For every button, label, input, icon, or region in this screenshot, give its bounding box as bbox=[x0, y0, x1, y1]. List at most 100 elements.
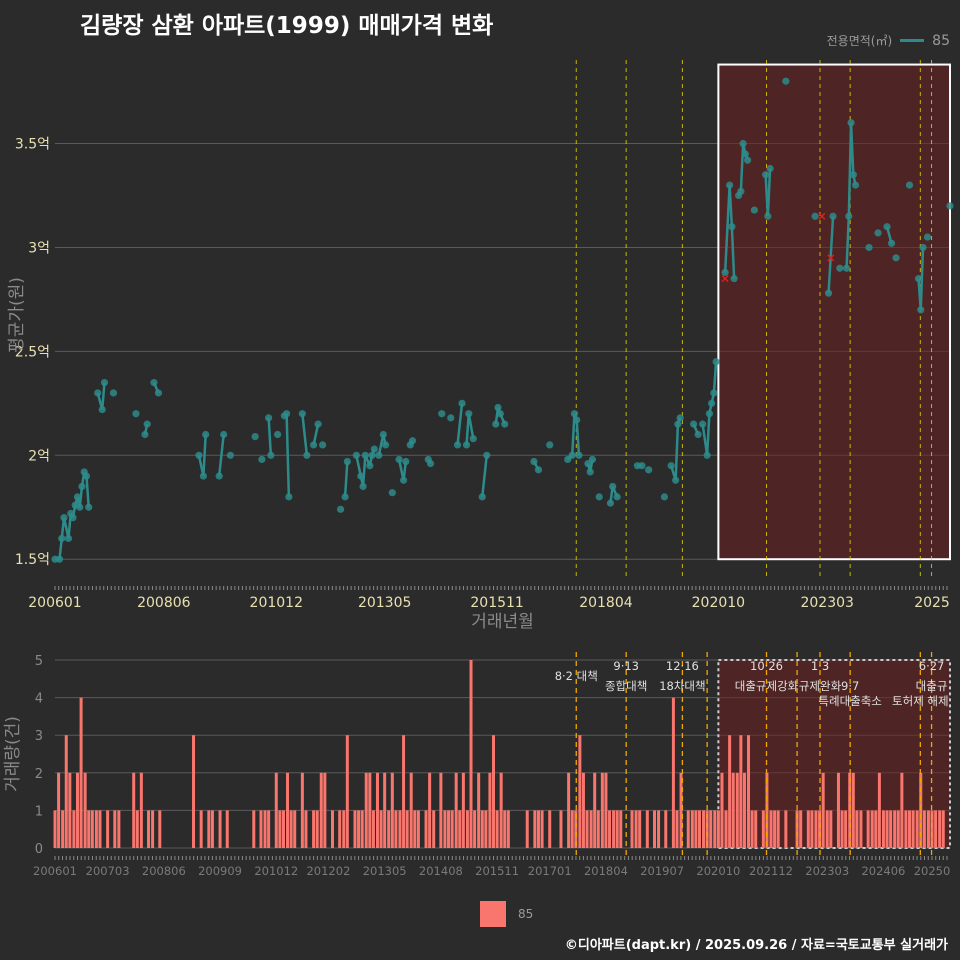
data-point bbox=[199, 472, 208, 480]
series-segment bbox=[343, 461, 349, 497]
volume-bar bbox=[877, 772, 881, 848]
volume-bar bbox=[158, 810, 162, 848]
data-point bbox=[588, 455, 597, 464]
data-point bbox=[530, 457, 538, 466]
policy-label: 종합대책 bbox=[605, 679, 647, 693]
data-point bbox=[892, 254, 900, 262]
data-point bbox=[705, 410, 713, 418]
volume-bar bbox=[473, 810, 477, 848]
volume-bar bbox=[192, 735, 196, 848]
volume-bar bbox=[840, 810, 844, 848]
volume-bar bbox=[825, 810, 829, 848]
volume-bar bbox=[761, 810, 765, 848]
x-tick-label: 202010 bbox=[692, 595, 745, 611]
data-point bbox=[258, 455, 266, 464]
volume-bar bbox=[795, 810, 799, 848]
volume-bar bbox=[293, 810, 297, 848]
data-point bbox=[638, 462, 646, 470]
volume-bar bbox=[53, 810, 57, 848]
volume-bar bbox=[61, 810, 65, 848]
data-point bbox=[483, 451, 491, 459]
volume-bar bbox=[806, 810, 810, 848]
volume-bar bbox=[540, 810, 544, 848]
canceled-mark bbox=[827, 254, 835, 262]
volume-bar bbox=[416, 810, 420, 848]
volume-bar bbox=[581, 772, 585, 848]
volume-bar bbox=[799, 810, 803, 848]
volume-bar bbox=[720, 772, 724, 848]
volume-bar bbox=[432, 810, 436, 848]
volume-bar bbox=[289, 810, 293, 848]
volume-bar bbox=[443, 810, 447, 848]
data-point bbox=[728, 223, 736, 231]
volume-bar bbox=[428, 772, 432, 848]
data-point bbox=[741, 150, 749, 158]
y-tick-label: 5 bbox=[35, 654, 43, 669]
data-point bbox=[150, 378, 158, 387]
volume-bar bbox=[495, 810, 499, 848]
volume-bar bbox=[612, 810, 616, 848]
volume-bar bbox=[300, 772, 304, 848]
data-point bbox=[923, 233, 932, 241]
volume-bar bbox=[439, 772, 443, 848]
volume-bar bbox=[278, 810, 282, 848]
volume-bar bbox=[690, 810, 694, 848]
data-point bbox=[426, 460, 435, 468]
x-tick-label: 202406 bbox=[861, 864, 905, 878]
data-point bbox=[674, 420, 682, 428]
policy-label: 1·3 bbox=[811, 659, 829, 673]
volume-bar bbox=[671, 697, 675, 848]
volume-bar bbox=[458, 810, 462, 848]
legend-title: 전용면적(㎡) bbox=[826, 34, 893, 48]
data-point bbox=[336, 505, 345, 513]
x-tick-label: 201701 bbox=[528, 864, 572, 878]
y-tick-label: 1.5억 bbox=[15, 552, 50, 568]
volume-bar bbox=[371, 810, 375, 848]
data-point bbox=[546, 441, 554, 449]
data-point bbox=[836, 264, 844, 272]
data-point bbox=[73, 493, 82, 501]
volume-bar bbox=[709, 810, 713, 848]
y-tick-label: 0 bbox=[35, 842, 43, 857]
data-point bbox=[341, 493, 349, 501]
data-point bbox=[710, 389, 718, 397]
data-point bbox=[766, 164, 774, 173]
x-tick-label: 200909 bbox=[198, 864, 242, 878]
volume-bar bbox=[836, 772, 840, 848]
data-point bbox=[782, 77, 790, 85]
volume-bar bbox=[304, 810, 308, 848]
volume-bar bbox=[454, 772, 458, 848]
volume-bar bbox=[934, 810, 938, 848]
data-point bbox=[534, 466, 543, 474]
volume-bar bbox=[615, 810, 619, 848]
volume-bar bbox=[810, 810, 814, 848]
data-point bbox=[946, 202, 954, 210]
policy-label: 9·13 bbox=[613, 659, 639, 673]
volume-bar bbox=[600, 772, 604, 848]
series-segment bbox=[766, 168, 772, 217]
series-segment bbox=[100, 382, 106, 410]
volume-bar bbox=[75, 772, 79, 848]
volume-bar bbox=[72, 810, 76, 848]
volume-bar bbox=[87, 810, 91, 848]
series-segment bbox=[217, 434, 225, 477]
volume-bar bbox=[630, 810, 634, 848]
volume-bar bbox=[769, 810, 773, 848]
volume-bar bbox=[728, 735, 732, 848]
data-point bbox=[586, 468, 594, 476]
volume-bar bbox=[574, 810, 578, 848]
y-tick-label: 1 bbox=[35, 804, 43, 819]
data-point bbox=[395, 455, 403, 464]
data-point bbox=[726, 181, 734, 189]
volume-bar bbox=[784, 810, 788, 848]
policy-label: 대출규제강화 bbox=[735, 679, 799, 693]
x-tick-label: 201804 bbox=[579, 595, 633, 611]
volume-bar bbox=[364, 772, 368, 848]
volume-bar bbox=[536, 810, 540, 848]
volume-bar bbox=[405, 810, 409, 848]
data-point bbox=[764, 212, 772, 220]
data-point bbox=[98, 405, 106, 414]
data-point bbox=[613, 493, 621, 501]
volume-bar bbox=[480, 810, 484, 848]
x-tick-label: 202303 bbox=[805, 864, 849, 878]
